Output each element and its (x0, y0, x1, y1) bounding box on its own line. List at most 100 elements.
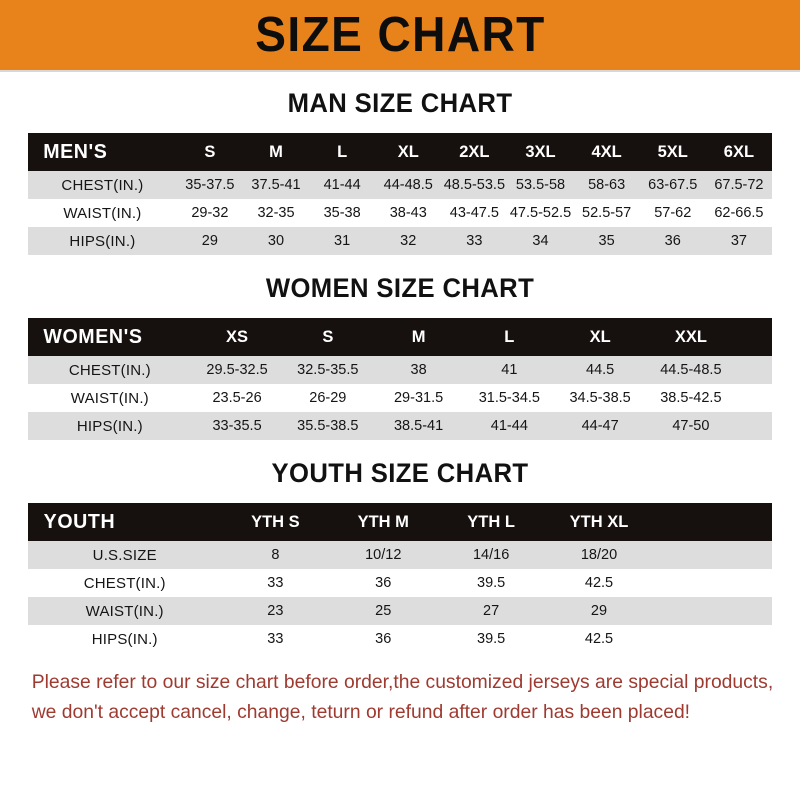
measurement-value: 29 (545, 597, 653, 625)
measurement-label: WAIST(IN.) (28, 384, 192, 412)
table-row: WAIST(IN.) 29-32 32-35 35-38 38-43 43-47.5 47.… (28, 199, 772, 227)
measurement-value: 33 (221, 625, 330, 653)
measurement-value: 18/20 (545, 541, 653, 569)
measurement-label: CHEST(IN.) (28, 569, 222, 597)
size-column-header: XL (397, 142, 419, 161)
table-row: HIPS(IN.) 33-35.5 35.5-38.5 38.5-41 41-44 44-… (28, 412, 772, 440)
measurement-value: 48.5-53.5 (441, 171, 508, 199)
table-header-row: MEN'S S M L XL 2XL 3XL 4XL 5XL 6XL (28, 133, 772, 171)
measurement-value: 31.5-34.5 (463, 384, 555, 412)
row-spacer-cell (652, 569, 772, 597)
size-column-header: L (337, 142, 348, 161)
measurement-label: HIPS(IN.) (28, 412, 192, 440)
measurement-value: 29.5-32.5 (191, 356, 283, 384)
measurement-label: HIPS(IN.) (28, 625, 222, 653)
table-row: WAIST(IN.) 23.5-26 26-29 29-31.5 31.5-34.5 34… (28, 384, 772, 412)
measurement-value: 38.5-42.5 (645, 384, 737, 412)
measurement-value: 8 (221, 541, 330, 569)
measurement-value: 36 (329, 569, 438, 597)
size-column-header: S (204, 142, 216, 161)
size-chart-sections: MAN SIZE CHART MEN'S S M L XL 2XL 3XL 4XL 5XL 6XL C… (0, 88, 800, 653)
measurement-value: 32-35 (242, 199, 310, 227)
measurement-value: 31 (309, 227, 376, 255)
size-table-wrapper: YOUTH YTH S YTH M YTH L YTH XL U.S.SIZE 8 10/12… (28, 503, 772, 653)
measurement-value: 32.5-35.5 (282, 356, 374, 384)
measurement-label: CHEST(IN.) (28, 171, 177, 199)
size-column-header: XXL (674, 327, 707, 346)
measurement-value: 35.5-38.5 (282, 412, 374, 440)
measurement-value: 29-31.5 (373, 384, 464, 412)
row-spacer-cell (736, 412, 772, 440)
size-column-header: XS (226, 327, 249, 346)
size-column-header: YTH S (251, 512, 300, 531)
table-row: CHEST(IN.) 33 36 39.5 42.5 (28, 569, 772, 597)
header-spacer-cell (736, 318, 772, 356)
table-row: HIPS(IN.) 29 30 31 32 33 34 35 36 37 (28, 227, 772, 255)
measurement-value: 37.5-41 (242, 171, 310, 199)
measurement-value: 10/12 (329, 541, 438, 569)
measurement-label: HIPS(IN.) (28, 227, 177, 255)
measurement-value: 58-63 (573, 171, 640, 199)
measurement-value: 41 (463, 356, 555, 384)
table-row: CHEST(IN.) 35-37.5 37.5-41 41-44 44-48.5 48.5… (28, 171, 772, 199)
measurement-value: 33-35.5 (191, 412, 283, 440)
measurement-value: 23.5-26 (191, 384, 283, 412)
size-column-header: L (504, 327, 515, 346)
size-column-header: XL (589, 327, 611, 346)
measurement-value: 39.5 (437, 625, 546, 653)
table-corner-label: WOMEN'S (43, 325, 143, 348)
header-spacer-cell (653, 503, 772, 541)
measurement-label: CHEST(IN.) (28, 356, 192, 384)
measurement-value: 33 (221, 569, 330, 597)
size-column-header: YTH L (467, 512, 515, 531)
measurement-value: 27 (437, 597, 546, 625)
measurement-label: U.S.SIZE (28, 541, 222, 569)
size-column-header: 3XL (525, 142, 556, 161)
measurement-value: 44.5 (554, 356, 646, 384)
measurement-value: 35 (573, 227, 640, 255)
page-title: SIZE CHART (254, 7, 546, 62)
measurement-value: 38-43 (375, 199, 442, 227)
measurement-value: 38.5-41 (373, 412, 464, 440)
measurement-value: 47.5-52.5 (507, 199, 574, 227)
size-column-header: M (269, 142, 283, 161)
measurement-value: 47-50 (645, 412, 737, 440)
row-spacer-cell (652, 625, 772, 653)
measurement-value: 41-44 (463, 412, 555, 440)
measurement-value: 44-48.5 (375, 171, 442, 199)
size-chart-section: YOUTH SIZE CHART YOUTH YTH S YTH M YTH L YTH … (0, 458, 800, 653)
measurement-value: 32 (375, 227, 442, 255)
size-column-header: YTH M (357, 512, 409, 531)
table-corner-label: YOUTH (43, 510, 116, 533)
table-corner-label: MEN'S (43, 140, 108, 163)
measurement-value: 42.5 (545, 569, 653, 597)
size-chart-section: WOMEN SIZE CHART WOMEN'S XS S M L XL XXL CHEST(I… (0, 273, 800, 440)
measurement-value: 63-67.5 (639, 171, 706, 199)
measurement-value: 30 (242, 227, 310, 255)
size-table: MEN'S S M L XL 2XL 3XL 4XL 5XL 6XL CHEST(IN.) 35-37… (28, 133, 772, 255)
size-table-wrapper: MEN'S S M L XL 2XL 3XL 4XL 5XL 6XL CHEST(IN.) 35-37… (28, 133, 772, 255)
measurement-value: 38 (373, 356, 464, 384)
measurement-label: WAIST(IN.) (28, 199, 177, 227)
footer-disclaimer: Please refer to our size chart before or… (31, 667, 774, 727)
page-banner: SIZE CHART (0, 0, 800, 72)
table-row: CHEST(IN.) 29.5-32.5 32.5-35.5 38 41 44.5 44.5… (28, 356, 772, 384)
size-column-header: 2XL (459, 142, 490, 161)
measurement-value: 14/16 (437, 541, 546, 569)
size-column-header: 5XL (657, 142, 688, 161)
measurement-value: 53.5-58 (507, 171, 574, 199)
measurement-value: 36 (639, 227, 706, 255)
measurement-value: 35-37.5 (176, 171, 243, 199)
measurement-value: 44-47 (554, 412, 646, 440)
measurement-value: 41-44 (309, 171, 376, 199)
measurement-value: 39.5 (437, 569, 546, 597)
table-header-row: YOUTH YTH S YTH M YTH L YTH XL (28, 503, 772, 541)
footer-line-1: Please refer to our size chart before or… (31, 671, 774, 693)
measurement-value: 25 (329, 597, 438, 625)
section-title: MAN SIZE CHART (287, 88, 513, 118)
table-header-row: WOMEN'S XS S M L XL XXL (28, 318, 772, 356)
table-row: WAIST(IN.) 23 25 27 29 (28, 597, 772, 625)
size-chart-section: MAN SIZE CHART MEN'S S M L XL 2XL 3XL 4XL 5XL 6XL C… (0, 88, 800, 255)
size-column-header: 4XL (591, 142, 622, 161)
